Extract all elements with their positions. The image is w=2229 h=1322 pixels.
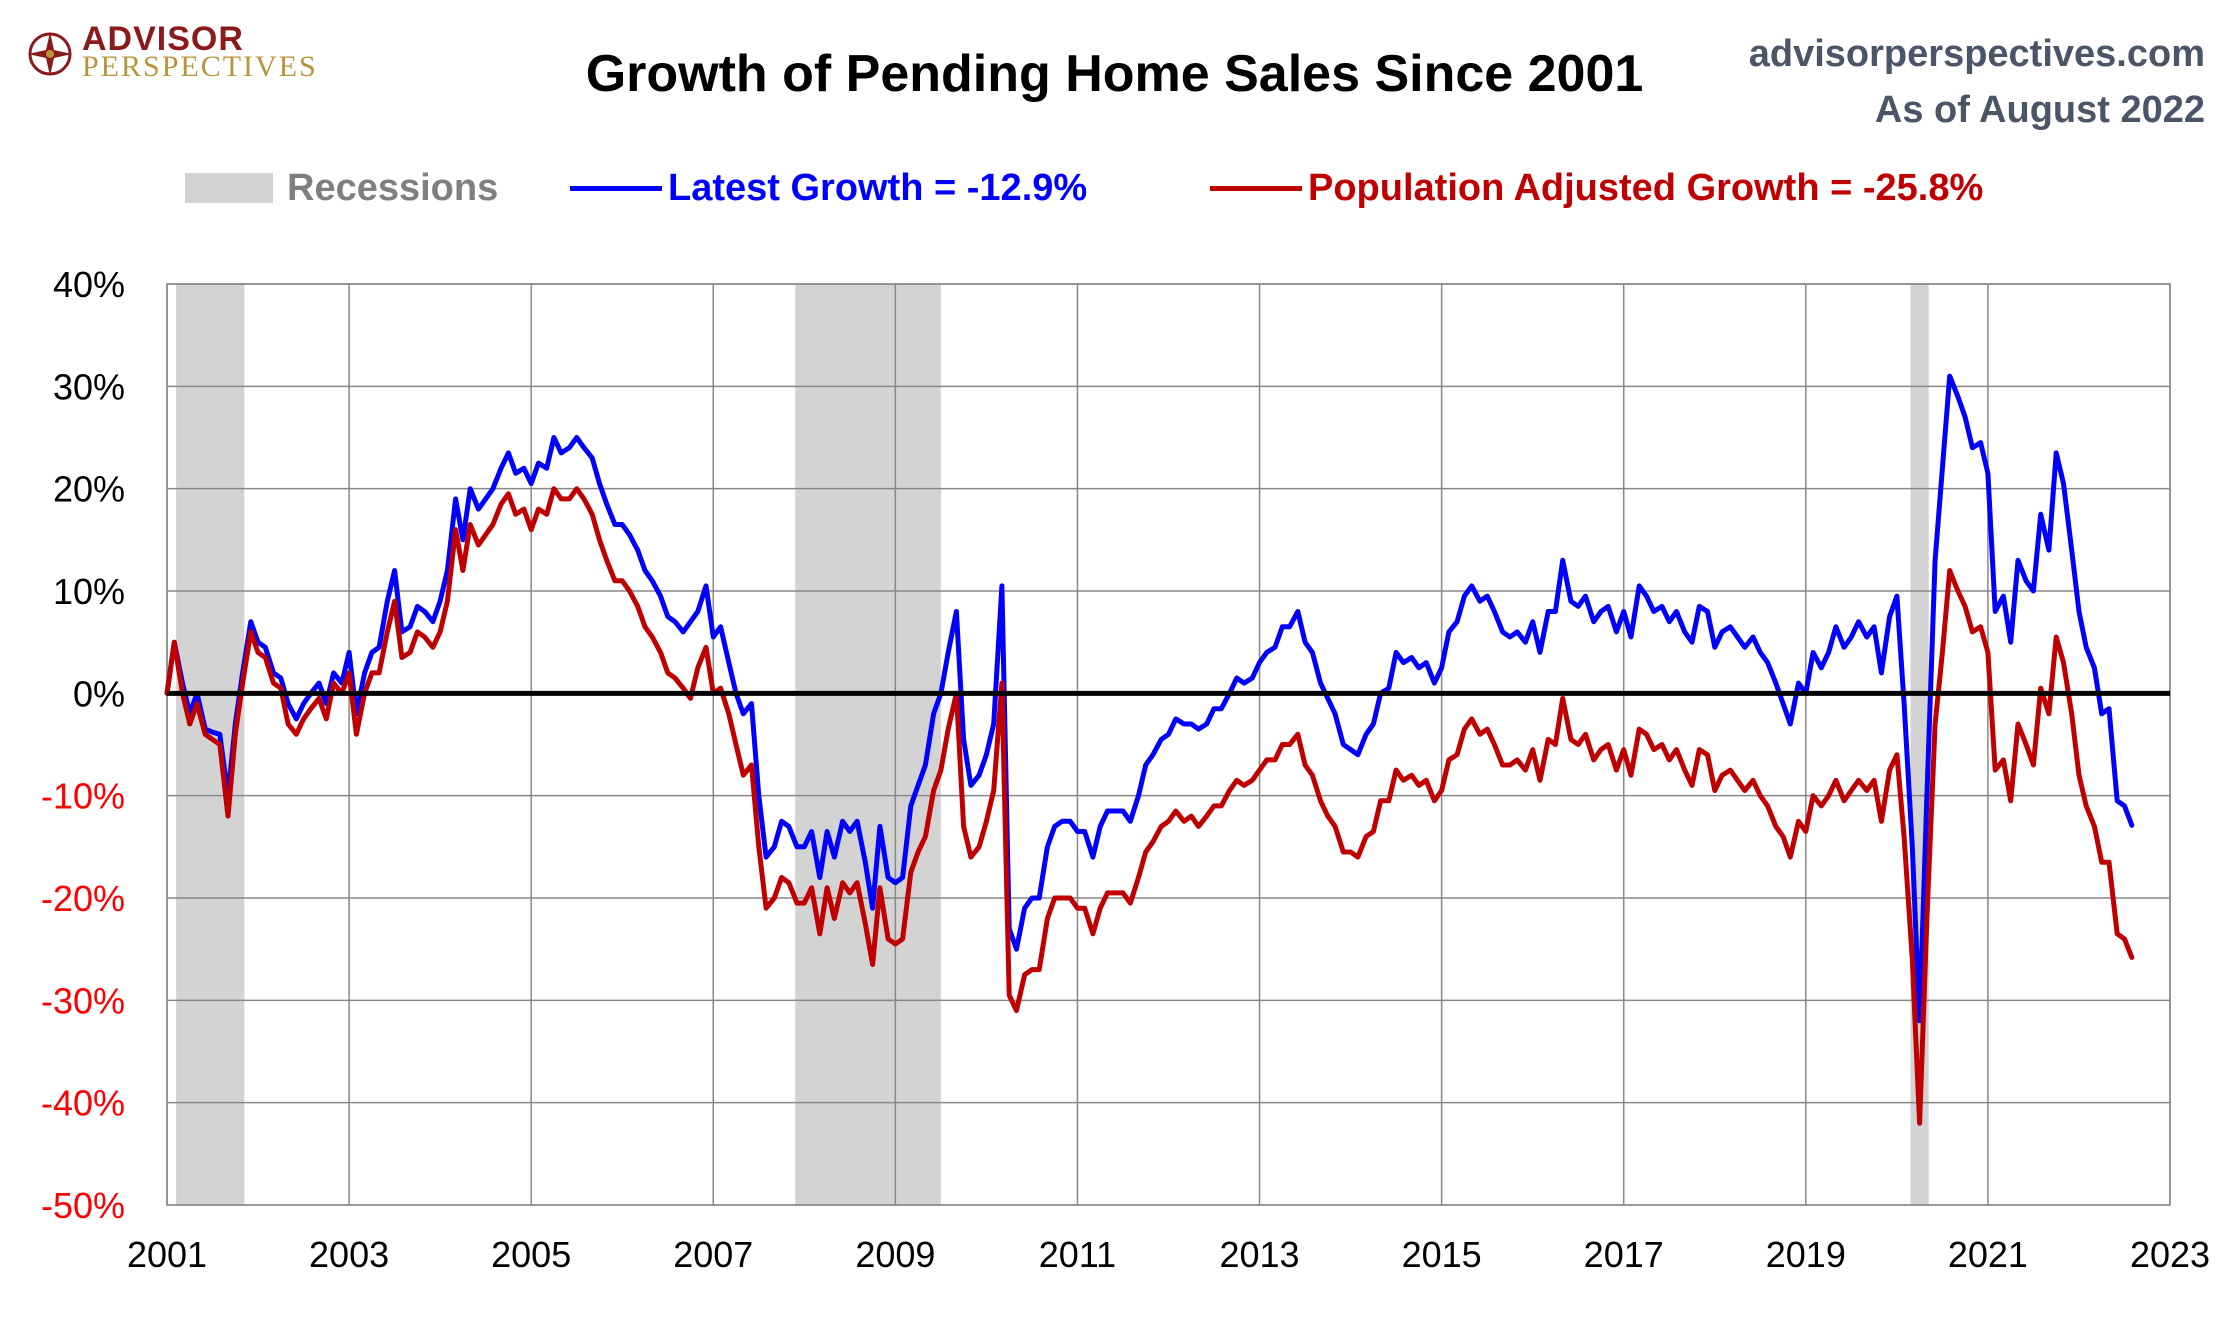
x-tick-label: 2019	[1766, 1234, 1846, 1275]
x-tick-label: 2003	[309, 1234, 389, 1275]
legend-item-recessions: Recessions	[185, 160, 498, 216]
recession-bands	[176, 284, 1929, 1205]
logo-text-bottom: PERSPECTIVES	[82, 50, 318, 83]
y-tick-label: -20%	[41, 878, 125, 919]
x-tick-label: 2011	[1039, 1234, 1116, 1275]
y-tick-label: -30%	[41, 980, 125, 1021]
y-tick-label: -40%	[41, 1083, 125, 1124]
source-block: advisorperspectives.com As of August 202…	[1749, 26, 2205, 138]
y-tick-label: -10%	[41, 776, 125, 817]
chart-title: Growth of Pending Home Sales Since 2001	[585, 45, 1644, 103]
x-axis-ticks: 2001 2003 2005 2007 2009 2011 2013 2015 2017 2019…	[127, 1234, 2210, 1275]
as-of-date: As of August 2022	[1874, 89, 2205, 131]
y-tick-label: -50%	[41, 1185, 125, 1226]
legend: Recessions Latest Growth = -12.9% Popula…	[0, 160, 2229, 216]
legend-swatch-recessions	[185, 173, 273, 203]
legend-label-adjusted: Population Adjusted Growth = -25.8%	[1308, 166, 1984, 209]
legend-swatch-latest	[570, 185, 662, 191]
x-tick-label: 2017	[1584, 1234, 1664, 1275]
y-axis-ticks: 40% 30% 20% 10% 0% -10% -20% -30% -40% -50%	[41, 264, 125, 1226]
y-tick-label: 40%	[53, 264, 125, 305]
x-tick-label: 2023	[2130, 1234, 2210, 1275]
x-tick-label: 2005	[491, 1234, 571, 1275]
series-line-latest-growth	[164, 373, 2135, 1024]
legend-item-adjusted: Population Adjusted Growth = -25.8%	[1210, 160, 1983, 216]
recession-band	[795, 284, 941, 1205]
series-line-population-adjusted	[164, 486, 2135, 1126]
plot-area	[167, 284, 2170, 1205]
plot-border	[166, 283, 2171, 1206]
logo-text-top: ADVISOR	[82, 20, 244, 58]
x-tick-label: 2001	[127, 1234, 207, 1275]
x-tick-label: 2009	[855, 1234, 935, 1275]
x-tick-label: 2021	[1948, 1234, 2028, 1275]
x-tick-label: 2015	[1402, 1234, 1482, 1275]
y-tick-label: 10%	[53, 571, 125, 612]
legend-swatch-adjusted	[1210, 185, 1302, 191]
series-lines	[164, 373, 2170, 1126]
y-tick-label: 30%	[53, 366, 125, 407]
gridlines	[166, 283, 2171, 1206]
legend-label-latest: Latest Growth = -12.9%	[668, 166, 1088, 209]
x-tick-label: 2007	[673, 1234, 753, 1275]
compass-icon	[28, 32, 72, 76]
legend-label-recessions: Recessions	[287, 166, 499, 209]
source-url: advisorperspectives.com	[1748, 33, 2205, 75]
y-tick-label: 20%	[53, 469, 125, 510]
x-tick-label: 2013	[1219, 1234, 1299, 1275]
legend-item-latest: Latest Growth = -12.9%	[570, 160, 1087, 216]
y-tick-label: 0%	[73, 673, 125, 714]
